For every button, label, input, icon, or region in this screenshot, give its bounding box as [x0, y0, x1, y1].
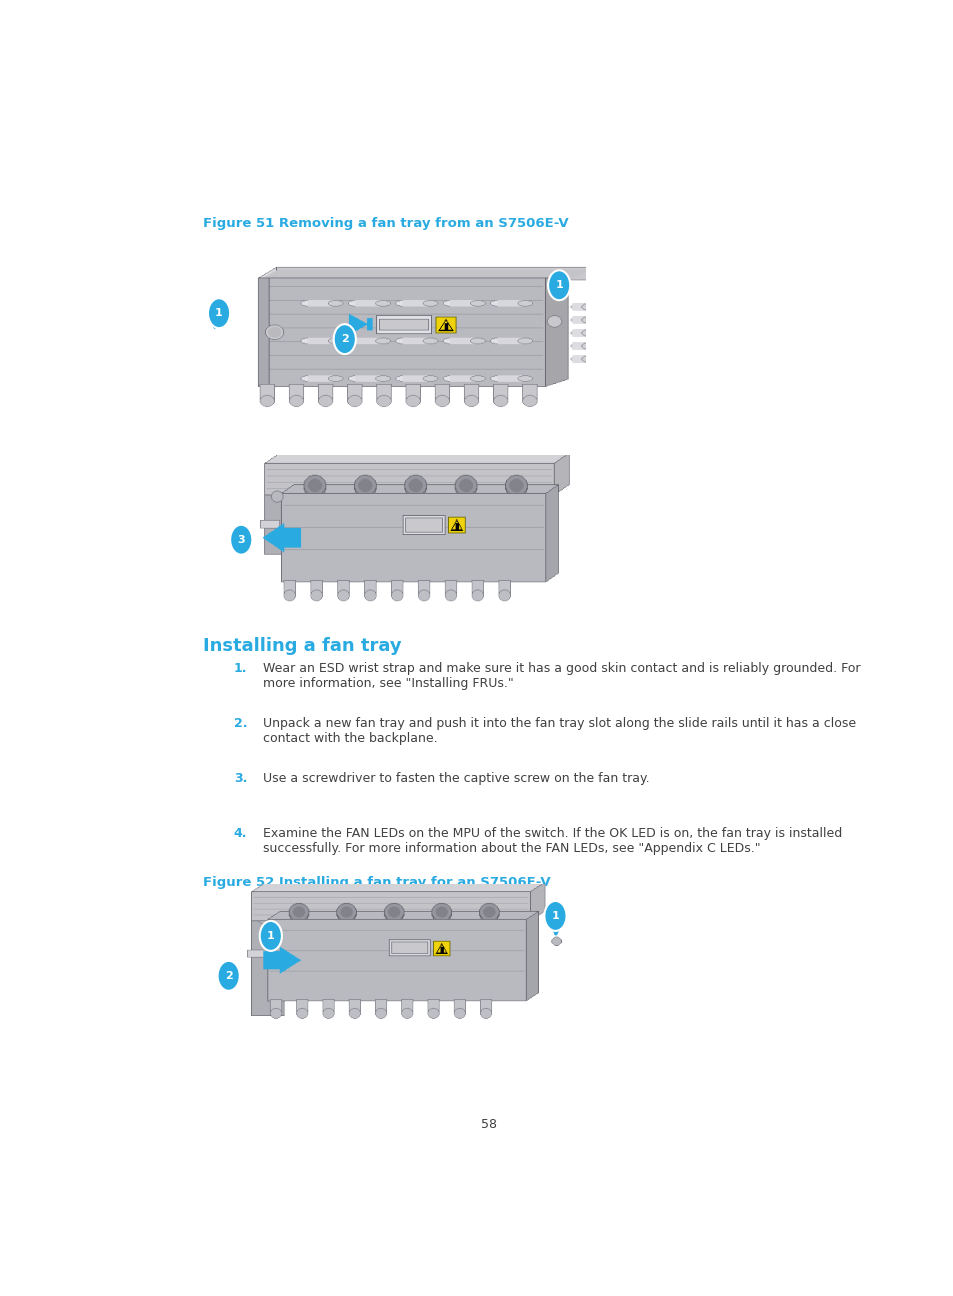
Text: 2.: 2.	[233, 718, 247, 731]
Text: 1: 1	[267, 931, 274, 941]
Text: Figure 51 Removing a fan tray from an S7506E-V: Figure 51 Removing a fan tray from an S7…	[203, 218, 568, 231]
Text: Installing a fan tray: Installing a fan tray	[203, 636, 401, 654]
Text: 4.: 4.	[233, 827, 247, 840]
Text: Wear an ESD wrist strap and make sure it has a good skin contact and is reliably: Wear an ESD wrist strap and make sure it…	[263, 662, 860, 691]
Text: 1: 1	[555, 280, 562, 290]
Text: Figure 52 Installing a fan tray for an S7506E-V: Figure 52 Installing a fan tray for an S…	[203, 876, 550, 889]
Circle shape	[230, 525, 252, 555]
Text: Use a screwdriver to fasten the captive screw on the fan tray.: Use a screwdriver to fasten the captive …	[263, 772, 649, 785]
Circle shape	[547, 271, 570, 301]
Circle shape	[259, 921, 281, 951]
Text: Examine the FAN LEDs on the MPU of the switch. If the OK LED is on, the fan tray: Examine the FAN LEDs on the MPU of the s…	[263, 827, 841, 855]
Circle shape	[544, 901, 566, 931]
Text: Unpack a new fan tray and push it into the fan tray slot along the slide rails u: Unpack a new fan tray and push it into t…	[263, 718, 856, 745]
Circle shape	[208, 298, 230, 328]
Circle shape	[334, 324, 355, 354]
Text: 1: 1	[551, 911, 558, 921]
Text: 58: 58	[480, 1118, 497, 1131]
Text: 3: 3	[237, 535, 245, 544]
Text: 1: 1	[215, 308, 223, 319]
Circle shape	[217, 960, 239, 990]
Text: 1.: 1.	[233, 662, 247, 675]
Text: 2: 2	[225, 971, 233, 981]
Text: 2: 2	[340, 334, 348, 345]
Text: 3.: 3.	[233, 772, 247, 785]
